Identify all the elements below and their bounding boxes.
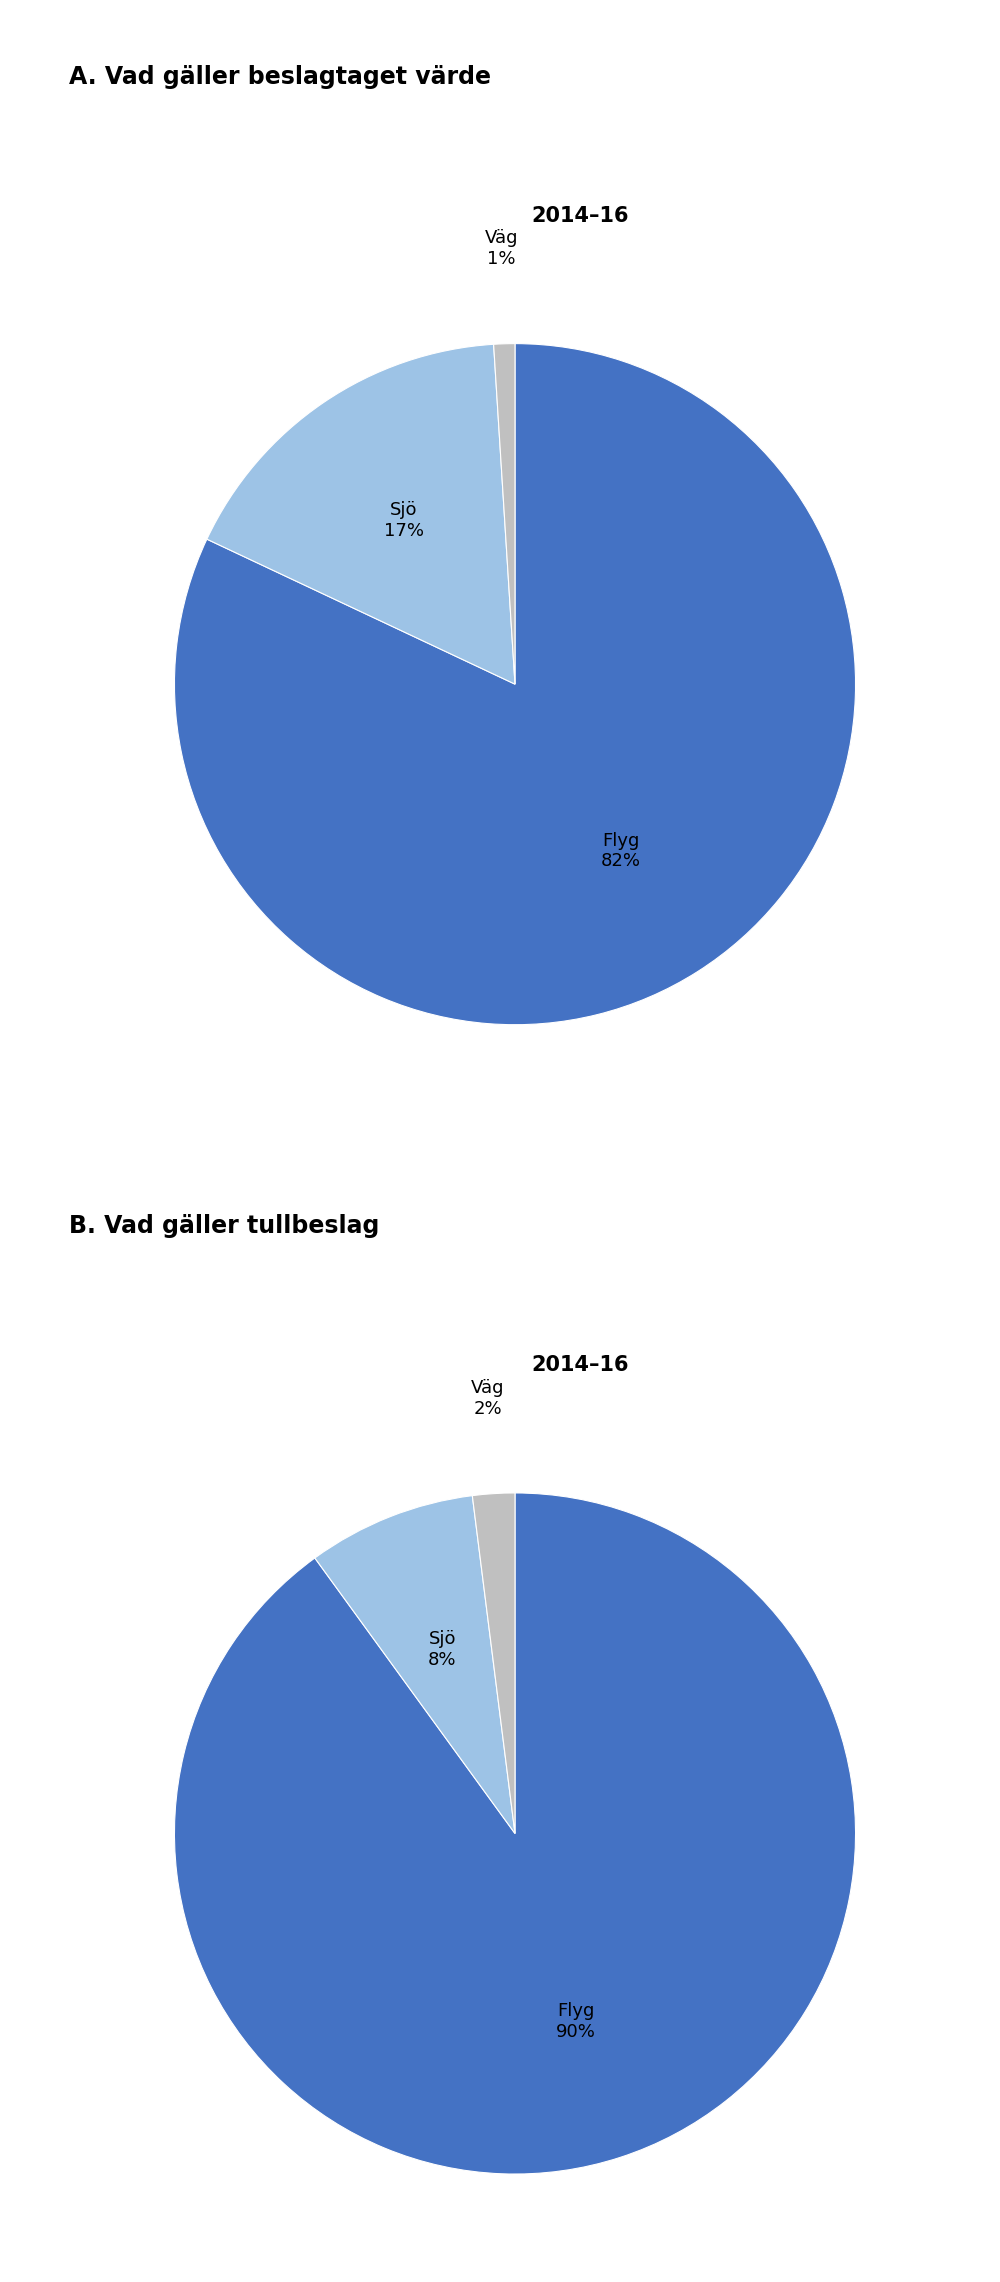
Wedge shape (174, 1492, 856, 2175)
Wedge shape (472, 1492, 515, 1832)
Text: Flyg
90%: Flyg 90% (556, 2001, 596, 2040)
Text: Sjö
17%: Sjö 17% (384, 502, 424, 541)
Wedge shape (494, 345, 515, 685)
Text: Väg
1%: Väg 1% (485, 228, 518, 267)
Text: Väg
2%: Väg 2% (471, 1378, 504, 1417)
Text: Flyg
82%: Flyg 82% (601, 831, 641, 869)
Text: A. Vad gäller beslagtaget värde: A. Vad gäller beslagtaget värde (69, 64, 491, 89)
Wedge shape (207, 345, 515, 685)
Text: Sjö
8%: Sjö 8% (428, 1629, 457, 1668)
Text: 2014–16: 2014–16 (531, 205, 629, 226)
Text: 2014–16: 2014–16 (531, 1356, 629, 1376)
Wedge shape (174, 345, 856, 1025)
Wedge shape (315, 1495, 515, 1832)
Text: B. Vad gäller tullbeslag: B. Vad gäller tullbeslag (69, 1214, 379, 1239)
